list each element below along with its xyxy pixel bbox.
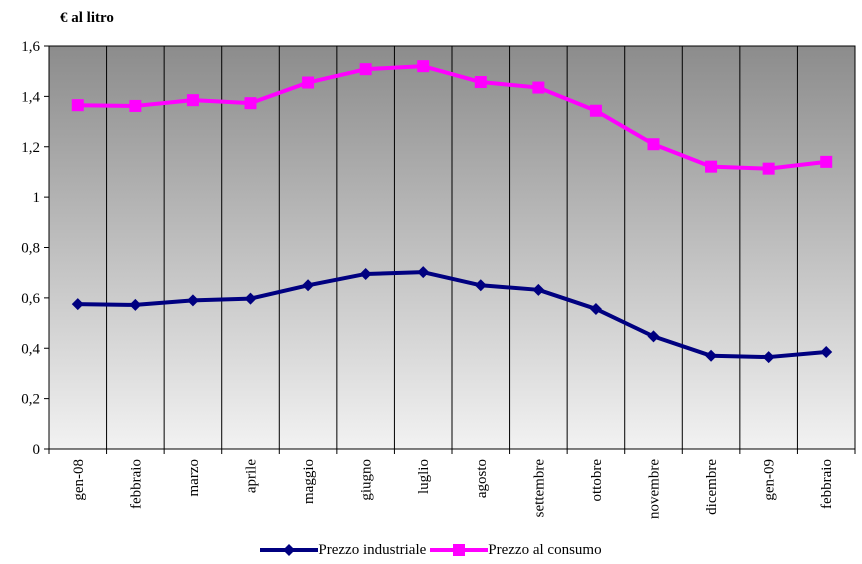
y-tick-label: 0,8: [21, 241, 40, 257]
data-point-diamond: [186, 294, 199, 307]
y-unit-label: € al litro: [60, 10, 114, 26]
data-point-square: [647, 138, 660, 151]
x-tick-label: maggio: [301, 459, 317, 504]
data-point-square: [359, 63, 372, 76]
data-point-diamond: [762, 351, 775, 364]
data-point-diamond: [417, 266, 430, 279]
x-tick-label: gen-09: [762, 459, 778, 501]
series-line-1: [77, 64, 827, 171]
legend-label-industriale: Prezzo industriale: [318, 541, 427, 558]
data-point-diamond: [647, 330, 660, 343]
x-tick-label: gen-08: [71, 459, 87, 501]
y-tick-label: 0: [33, 442, 41, 458]
legend-label-consumo: Prezzo al consumo: [488, 541, 602, 558]
y-tick-label: 1,4: [21, 89, 40, 105]
x-tick-label: settembre: [531, 459, 547, 518]
data-point-square: [589, 104, 602, 117]
y-tick-label: 1,2: [21, 140, 40, 156]
data-point-diamond: [474, 279, 487, 292]
data-point-square: [474, 76, 487, 89]
data-point-diamond: [359, 267, 372, 280]
legend-swatch-square: [430, 543, 489, 557]
legend-item-industriale: Prezzo industriale: [260, 542, 426, 559]
x-tick-label: febbraio: [128, 459, 144, 509]
data-point-square: [820, 155, 833, 168]
data-point-diamond: [589, 302, 602, 315]
data-point-square: [244, 97, 257, 110]
x-tick-label: novembre: [647, 459, 663, 519]
data-point-square: [417, 60, 430, 73]
data-point-diamond: [244, 292, 257, 305]
data-point-diamond: [71, 298, 84, 311]
x-tick-label: dicembre: [704, 459, 720, 515]
data-point-square: [71, 99, 84, 112]
data-point-diamond: [129, 298, 142, 311]
data-point-square: [129, 99, 142, 112]
y-tick-label: 0,2: [21, 392, 40, 408]
legend: Prezzo industriale Prezzo al consumo: [0, 540, 862, 560]
legend-item-consumo: Prezzo al consumo: [430, 541, 602, 559]
x-tick-label: giugno: [359, 459, 375, 501]
y-tick-label: 0,6: [21, 291, 40, 307]
data-point-diamond: [532, 283, 545, 296]
x-tick-label: ottobre: [589, 459, 605, 502]
y-tick-label: 1: [33, 190, 41, 206]
x-tick-label: aprile: [244, 459, 260, 493]
data-point-diamond: [705, 349, 718, 362]
data-point-square: [302, 76, 315, 89]
legend-swatch-diamond: [260, 543, 319, 557]
data-point-diamond: [820, 346, 833, 359]
x-tick-label: agosto: [474, 459, 490, 498]
x-tick-label: marzo: [186, 459, 202, 496]
y-tick-label: 0,4: [21, 341, 40, 357]
x-tick-label: luglio: [416, 459, 432, 494]
data-point-square: [186, 94, 199, 107]
data-point-square: [532, 81, 545, 94]
data-point-diamond: [302, 279, 315, 292]
line-chart: 0 0,2 0,4 0,6 0,8 1 1,2 1,4 1,6 gen-08 febbraio mar…: [21, 39, 856, 519]
series-line-0: [77, 270, 827, 360]
y-tick-label: 1,6: [21, 39, 40, 55]
data-point-square: [705, 160, 718, 173]
data-point-square: [762, 162, 775, 175]
x-tick-label: febbraio: [819, 459, 835, 509]
